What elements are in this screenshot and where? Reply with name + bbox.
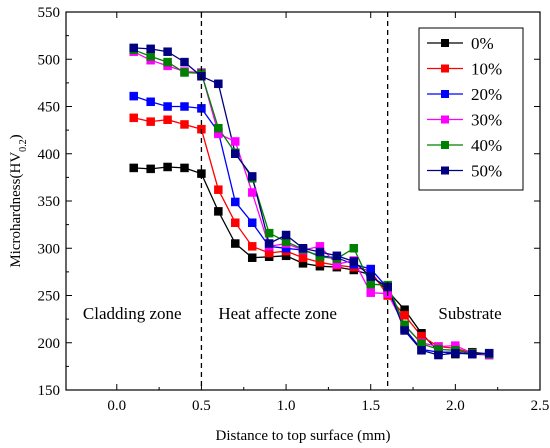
data-point bbox=[163, 115, 172, 124]
data-point bbox=[281, 230, 291, 240]
data-point bbox=[247, 242, 257, 251]
legend: 0% 10% 20% 30% 40% 50% bbox=[418, 27, 524, 191]
data-point bbox=[400, 311, 409, 320]
data-point bbox=[231, 149, 240, 158]
data-point bbox=[146, 52, 155, 61]
series-lines bbox=[133, 47, 490, 356]
data-point bbox=[400, 326, 409, 335]
data-point bbox=[163, 162, 172, 172]
data-point bbox=[451, 348, 460, 358]
data-point bbox=[484, 348, 494, 358]
data-point bbox=[214, 79, 223, 89]
zone-label: Heat affecte zone bbox=[218, 304, 337, 323]
data-point bbox=[180, 57, 189, 67]
data-point bbox=[129, 163, 138, 173]
data-point bbox=[231, 239, 240, 248]
data-point bbox=[129, 91, 138, 101]
data-point bbox=[332, 251, 342, 261]
x-tick-label: 2.0 bbox=[446, 398, 465, 414]
data-point bbox=[231, 137, 240, 146]
data-point bbox=[146, 44, 155, 54]
axis-labels: 0.0 0.5 1.0 1.5 2.0 2.5 150 200 250 300 350 400 450 5… bbox=[8, 5, 549, 444]
data-point bbox=[129, 43, 138, 53]
data-point bbox=[214, 123, 223, 133]
data-point bbox=[349, 257, 359, 266]
data-point bbox=[231, 197, 240, 207]
y-tick-label: 350 bbox=[38, 194, 61, 210]
legend-label: 10% bbox=[471, 60, 502, 79]
series-line-3 bbox=[133, 51, 490, 356]
data-point bbox=[366, 264, 375, 274]
data-point bbox=[264, 228, 274, 238]
series-line-4 bbox=[133, 49, 490, 355]
data-point bbox=[180, 120, 189, 129]
x-tick-label: 0.0 bbox=[107, 398, 126, 414]
y-tick-label: 550 bbox=[38, 5, 61, 21]
series-line-0 bbox=[133, 166, 490, 355]
y-tick-label: 500 bbox=[38, 52, 61, 68]
x-tick-label: 2.5 bbox=[531, 398, 550, 414]
data-point bbox=[315, 247, 325, 257]
x-tick-label: 0.5 bbox=[192, 398, 211, 414]
legend-label: 20% bbox=[471, 85, 502, 104]
axis-ticks bbox=[66, 11, 541, 391]
data-point bbox=[180, 163, 189, 173]
zone-label: Cladding zone bbox=[83, 304, 182, 323]
data-point bbox=[129, 113, 138, 123]
series-line-1 bbox=[133, 117, 490, 355]
data-point bbox=[417, 346, 426, 355]
y-tick-label: 300 bbox=[38, 241, 61, 257]
legend-marker bbox=[441, 115, 449, 124]
y-tick-label: 200 bbox=[38, 336, 61, 352]
series-line-5 bbox=[133, 47, 490, 356]
legend-label: 50% bbox=[471, 162, 502, 181]
legend-marker bbox=[441, 64, 449, 73]
legend-marker bbox=[441, 90, 449, 98]
data-point bbox=[146, 97, 155, 107]
data-point bbox=[264, 239, 274, 248]
legend-marker bbox=[441, 166, 449, 175]
data-point bbox=[180, 102, 189, 111]
data-point bbox=[247, 218, 257, 227]
data-point bbox=[231, 218, 240, 227]
legend-label: 0% bbox=[471, 34, 494, 53]
zone-label: Substrate bbox=[438, 304, 501, 323]
data-point bbox=[247, 188, 257, 197]
data-point bbox=[366, 279, 375, 289]
y-tick-label: 450 bbox=[38, 100, 61, 116]
legend-label: 30% bbox=[471, 111, 502, 130]
legend-label: 40% bbox=[471, 136, 502, 155]
data-point bbox=[214, 207, 223, 216]
data-point bbox=[298, 244, 308, 253]
data-point bbox=[214, 185, 223, 194]
y-tick-label: 250 bbox=[38, 289, 61, 305]
data-point bbox=[163, 102, 172, 111]
x-axis-title: Distance to top surface (mm) bbox=[216, 428, 391, 444]
legend-box bbox=[418, 27, 524, 191]
legend-marker bbox=[441, 141, 449, 149]
legend-marker bbox=[441, 39, 449, 47]
data-point bbox=[180, 68, 189, 77]
x-tick-label: 1.5 bbox=[361, 398, 380, 414]
data-point bbox=[163, 47, 172, 56]
data-point bbox=[366, 272, 375, 281]
data-point bbox=[247, 172, 257, 181]
data-point bbox=[349, 244, 359, 253]
data-point bbox=[434, 350, 443, 360]
data-point bbox=[146, 117, 155, 126]
data-point bbox=[298, 253, 308, 262]
zone-annotations: Cladding zone Heat affecte zone Substrate bbox=[83, 12, 502, 390]
data-point bbox=[468, 349, 477, 359]
x-tick-label: 1.0 bbox=[277, 398, 296, 414]
y-tick-label: 150 bbox=[38, 383, 61, 399]
y-axis-title: Microhardness(HV0.2) bbox=[8, 134, 29, 267]
data-point bbox=[146, 164, 155, 174]
data-point bbox=[163, 57, 172, 67]
data-point bbox=[247, 253, 257, 262]
y-tick-label: 400 bbox=[38, 147, 61, 163]
data-point bbox=[366, 288, 375, 297]
